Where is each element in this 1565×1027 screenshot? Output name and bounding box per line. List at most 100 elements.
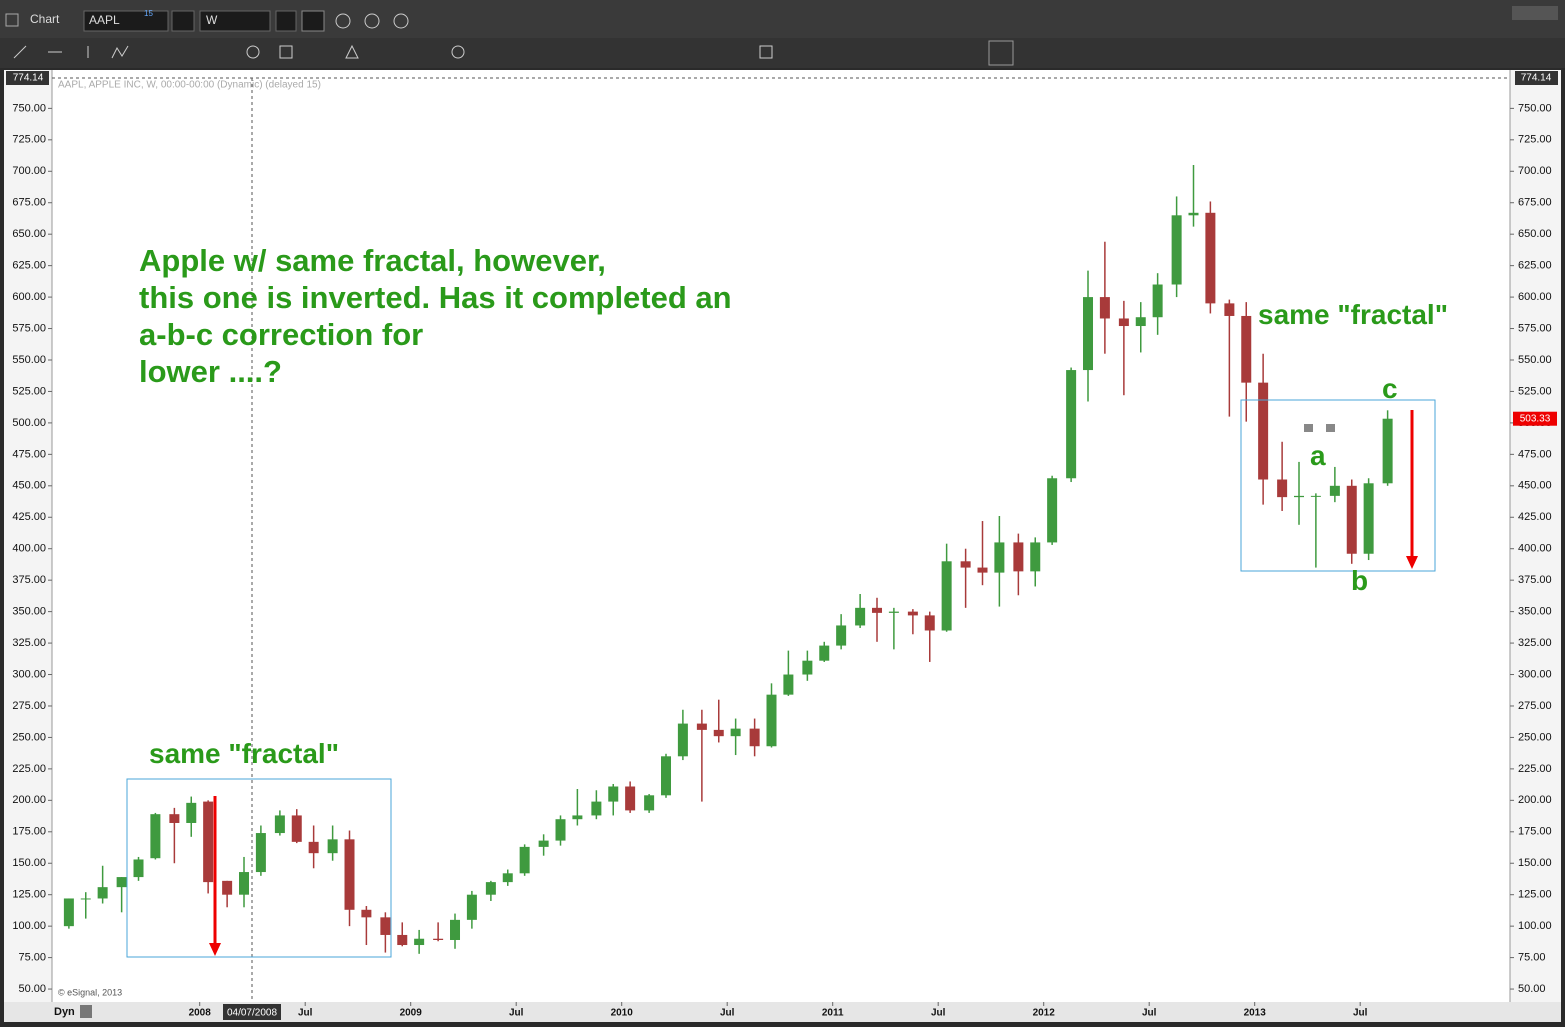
candle-body bbox=[450, 919, 461, 940]
marker bbox=[1326, 424, 1335, 432]
candle-body bbox=[1205, 212, 1216, 304]
candle-body bbox=[222, 880, 233, 895]
alert-button[interactable] bbox=[393, 13, 409, 29]
arrow-right bbox=[1406, 410, 1418, 569]
y-tick-label: 700.00 bbox=[1518, 165, 1552, 177]
fractal-label: same "fractal" bbox=[1258, 299, 1448, 330]
candle-body bbox=[97, 887, 108, 899]
x-tick-label: 2008 bbox=[189, 1008, 212, 1019]
x-tick-label: 2012 bbox=[1033, 1008, 1056, 1019]
candle-body bbox=[1277, 479, 1288, 498]
drawing-toolbar bbox=[0, 38, 1565, 68]
y-tick-label: 425.00 bbox=[1518, 511, 1552, 523]
candle-body bbox=[713, 729, 724, 737]
y-tick-label: 475.00 bbox=[1518, 448, 1552, 460]
y-tick-label: 725.00 bbox=[1518, 134, 1552, 146]
y-tick-label: 350.00 bbox=[12, 606, 46, 618]
candle-body bbox=[994, 542, 1005, 573]
chart-panel bbox=[4, 70, 1561, 1022]
marker bbox=[1304, 424, 1313, 432]
candle-body bbox=[730, 728, 741, 737]
candles bbox=[63, 164, 1393, 954]
y-tick-label: 375.00 bbox=[1518, 574, 1552, 586]
chart-icon bbox=[5, 13, 19, 27]
y-tick-label: 600.00 bbox=[12, 291, 46, 303]
y-tick-label: 400.00 bbox=[1518, 543, 1552, 555]
candle-body bbox=[1030, 542, 1041, 572]
y-tick-label: 450.00 bbox=[12, 480, 46, 492]
y-tick-label: 50.00 bbox=[18, 983, 46, 995]
candle-body bbox=[924, 615, 935, 631]
candle-body bbox=[1310, 495, 1321, 497]
y-tick-label: 600.00 bbox=[1518, 291, 1552, 303]
candle-body bbox=[433, 938, 444, 940]
candle-body bbox=[696, 723, 707, 730]
y-tick-label: 525.00 bbox=[12, 385, 46, 397]
annotation-line: a-b-c correction for bbox=[139, 317, 423, 352]
candle-body bbox=[1188, 212, 1199, 216]
candle-body bbox=[255, 833, 266, 873]
y-tick-label: 100.00 bbox=[12, 920, 46, 932]
candle-body bbox=[855, 607, 866, 626]
settings-button[interactable] bbox=[171, 10, 195, 32]
candle-body bbox=[836, 625, 847, 646]
candle-body bbox=[239, 872, 250, 895]
y-tick-label: 325.00 bbox=[1518, 637, 1552, 649]
y-tick-label: 325.00 bbox=[12, 637, 46, 649]
candle-body bbox=[291, 815, 302, 842]
candle-body bbox=[819, 645, 830, 661]
y-tick-label: 400.00 bbox=[12, 543, 46, 555]
y-tick-label: 125.00 bbox=[12, 889, 46, 901]
candle-body bbox=[502, 873, 513, 883]
candle-body bbox=[677, 723, 688, 757]
time-axis bbox=[4, 1002, 1561, 1022]
y-tick-label: 100.00 bbox=[1518, 920, 1552, 932]
candle-body bbox=[133, 859, 144, 878]
candle-body bbox=[361, 909, 372, 918]
candle-body bbox=[1152, 284, 1163, 318]
y-tick-label: 750.00 bbox=[12, 102, 46, 114]
x-tick-label: Jul bbox=[509, 1008, 524, 1019]
y-tick-label: 250.00 bbox=[1518, 731, 1552, 743]
crosshair-date-box bbox=[223, 1004, 281, 1020]
candle-body bbox=[1241, 315, 1252, 383]
window-controls[interactable] bbox=[1512, 6, 1558, 20]
y-tick-label: 350.00 bbox=[1518, 606, 1552, 618]
y-tick-label: 725.00 bbox=[12, 134, 46, 146]
candle-body bbox=[888, 611, 899, 613]
y-tick-label: 550.00 bbox=[12, 354, 46, 366]
mode-icon[interactable] bbox=[80, 1005, 92, 1018]
y-tick-label: 150.00 bbox=[1518, 857, 1552, 869]
annotation-line: lower ....? bbox=[139, 354, 282, 389]
candle-body bbox=[1118, 318, 1129, 327]
candle-body bbox=[519, 846, 530, 874]
fractal-box-left bbox=[126, 778, 392, 958]
candle-body bbox=[186, 802, 197, 823]
crosshair-date: 04/07/2008 bbox=[227, 1008, 277, 1019]
candle-body bbox=[308, 841, 319, 854]
y-tick-label: 125.00 bbox=[1518, 889, 1552, 901]
toolbar-icons[interactable] bbox=[13, 40, 1014, 66]
time-button[interactable] bbox=[275, 10, 297, 32]
candle-body bbox=[608, 786, 619, 802]
candle-body bbox=[116, 877, 127, 888]
y-tick-label: 675.00 bbox=[1518, 197, 1552, 209]
chart-subtitle: AAPL, APPLE INC, W, 00:00-00:00 (Dynamic… bbox=[58, 80, 321, 91]
candle-body bbox=[1066, 370, 1077, 479]
play-button[interactable] bbox=[364, 13, 380, 29]
symbol-input[interactable] bbox=[83, 10, 169, 32]
candle-body bbox=[169, 814, 180, 823]
draw-button[interactable] bbox=[301, 10, 325, 32]
refresh-button[interactable] bbox=[335, 13, 351, 29]
y-tick-label: 300.00 bbox=[1518, 668, 1552, 680]
x-tick-label: Jul bbox=[931, 1008, 946, 1019]
candle-body bbox=[960, 561, 971, 568]
interval-input[interactable] bbox=[199, 10, 271, 32]
candle-body bbox=[414, 938, 425, 946]
candle-body bbox=[591, 801, 602, 816]
candle-body bbox=[749, 728, 760, 747]
y-tick-label: 275.00 bbox=[12, 700, 46, 712]
y-tick-label: 150.00 bbox=[12, 857, 46, 869]
